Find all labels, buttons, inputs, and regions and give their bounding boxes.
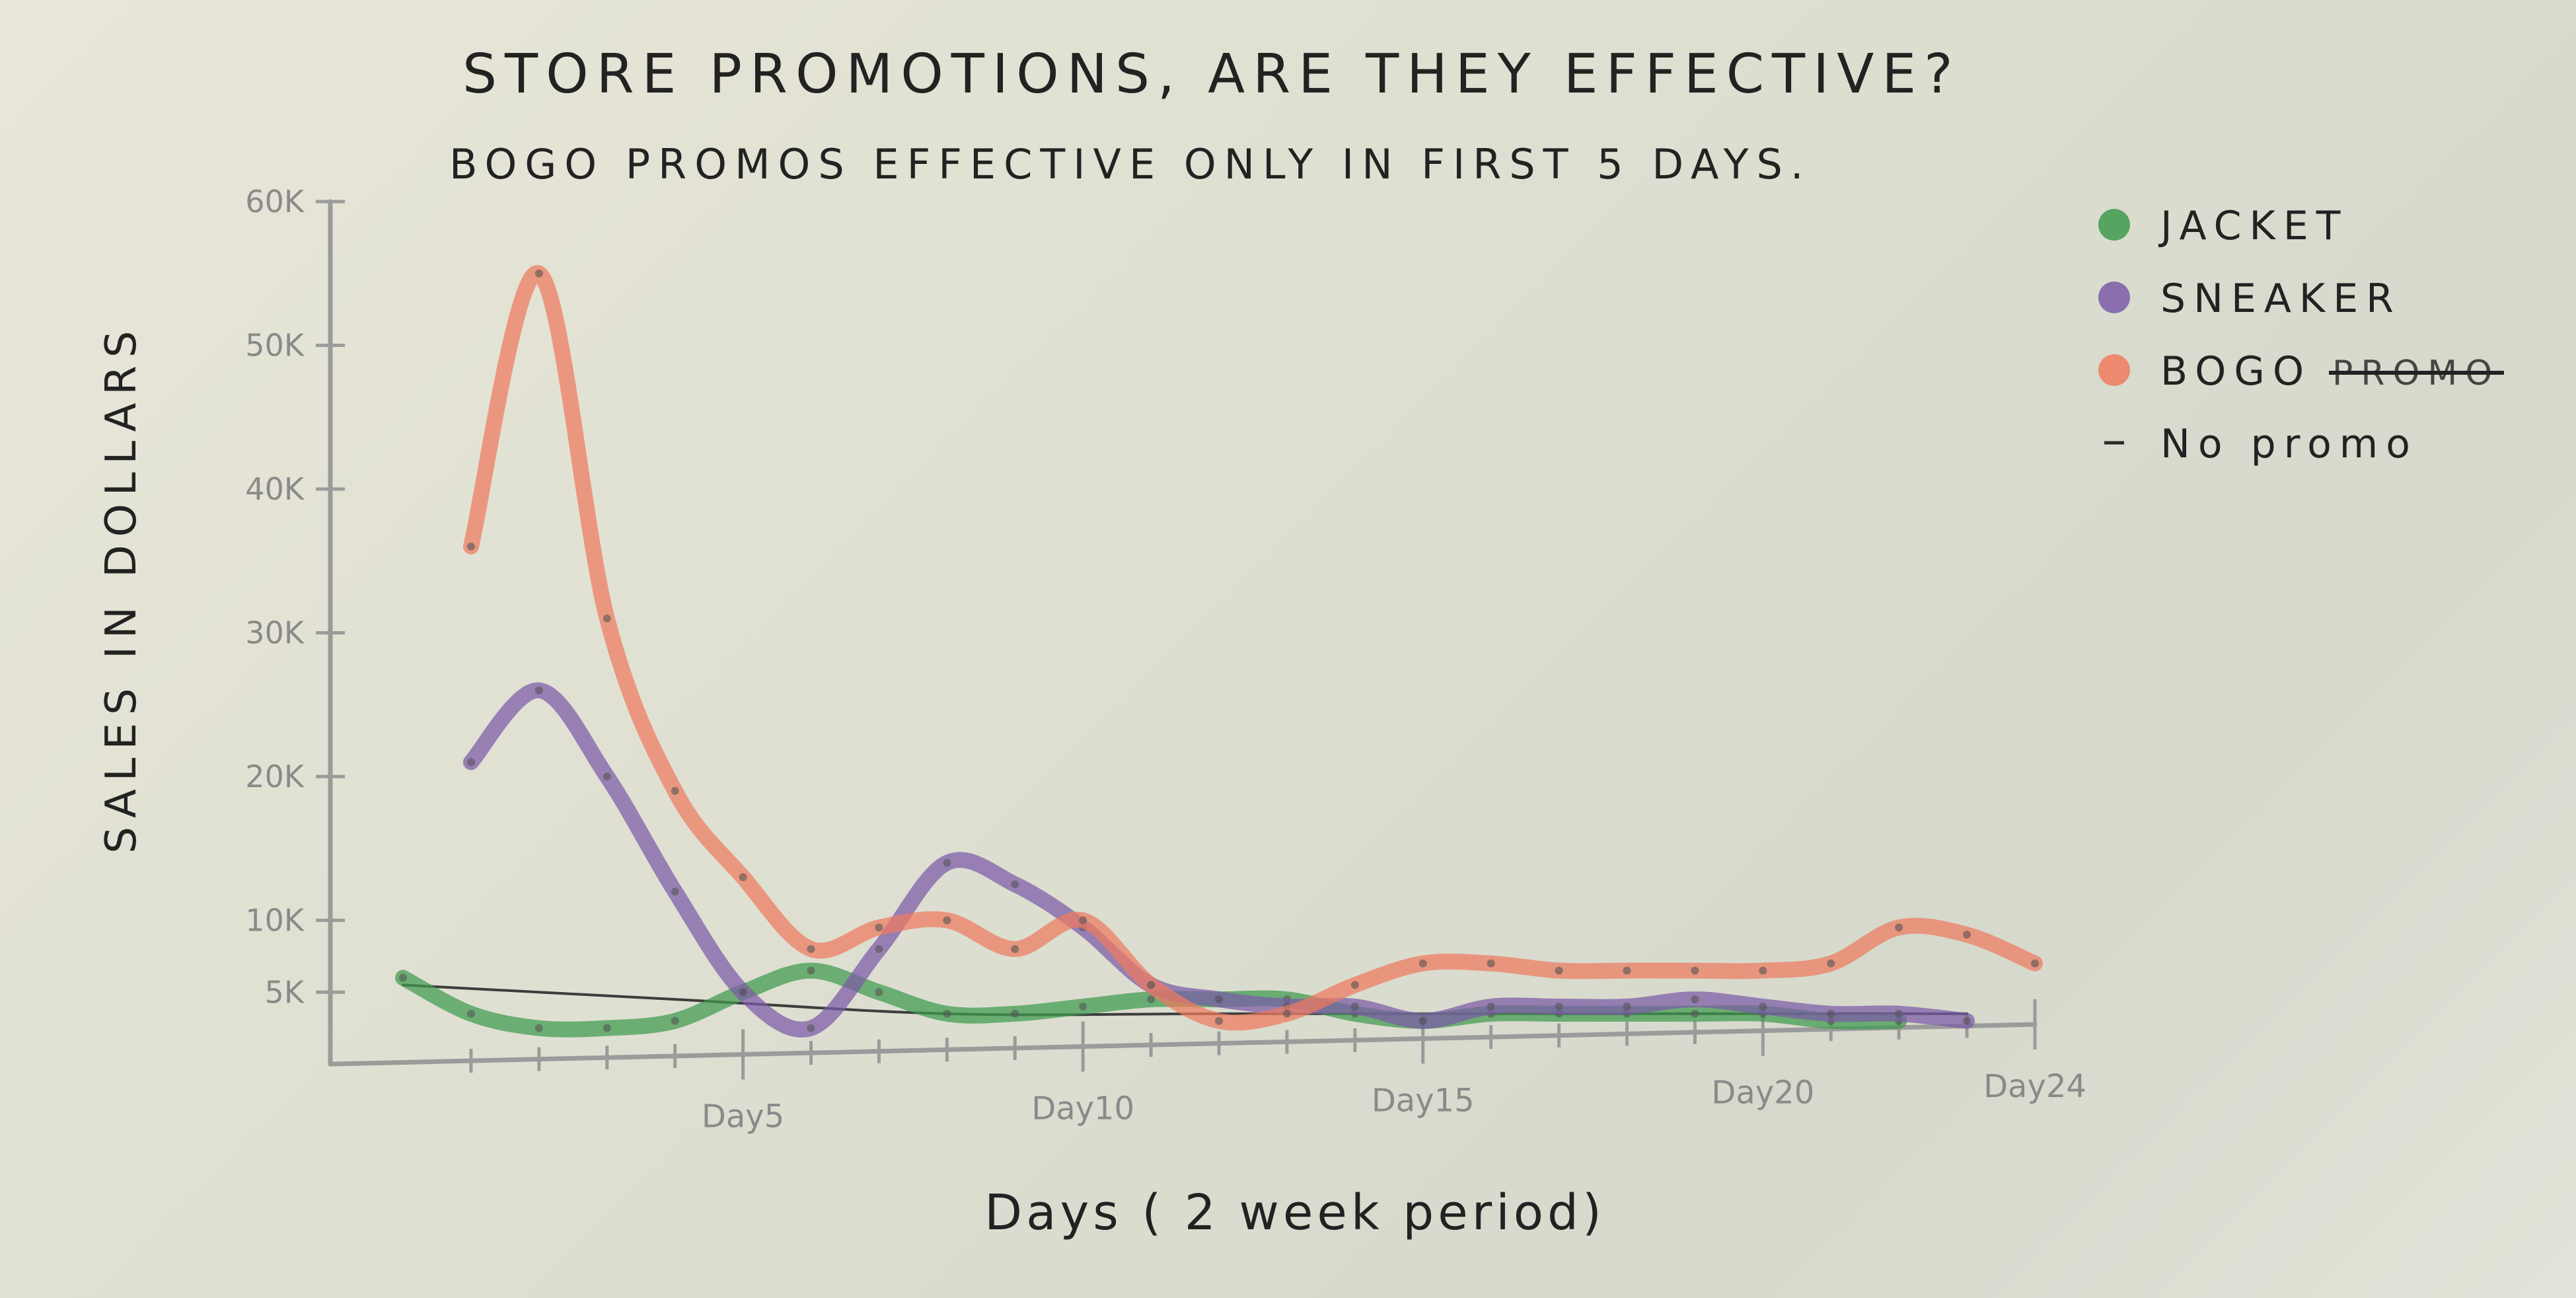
data-point-sneaker-2 <box>603 773 611 781</box>
data-point-jacket-6 <box>807 966 815 975</box>
data-point-bogo-16 <box>1555 966 1563 975</box>
data-point-bogo-5 <box>807 945 815 953</box>
legend-marker-jacket <box>2098 209 2130 241</box>
x-axis-label: Days ( 2 week period) <box>984 1184 1605 1241</box>
data-point-bogo-23 <box>2031 959 2039 968</box>
x-tick-label-3: Day20 <box>1711 1075 1814 1112</box>
data-point-bogo-11 <box>1215 1016 1223 1025</box>
legend-marker-bogo <box>2098 354 2130 386</box>
data-point-bogo-15 <box>1487 959 1495 968</box>
data-point-sneaker-8 <box>1011 880 1019 889</box>
data-point-sneaker-6 <box>875 945 883 953</box>
data-point-sneaker-3 <box>671 888 679 896</box>
y-axis-label: SALES IN DOLLARS <box>97 323 146 853</box>
data-point-bogo-0 <box>466 543 475 551</box>
data-point-jacket-4 <box>671 1016 679 1025</box>
data-point-bogo-22 <box>1963 931 1971 939</box>
data-point-bogo-14 <box>1418 959 1427 968</box>
data-point-jacket-0 <box>399 974 407 982</box>
y-tick-label-6: 60K <box>245 184 305 219</box>
x-tick-label-4: Day24 <box>1983 1068 2086 1105</box>
x-tick-label-2: Day15 <box>1372 1083 1475 1120</box>
data-point-sneaker-13 <box>1350 1003 1359 1011</box>
data-point-sneaker-14 <box>1418 1016 1427 1025</box>
y-tick-label-1: 10K <box>245 903 305 938</box>
y-tick-label-0: 5K <box>265 974 305 1010</box>
data-point-bogo-17 <box>1623 966 1631 975</box>
data-point-bogo-1 <box>534 269 543 278</box>
data-point-bogo-12 <box>1282 1009 1291 1018</box>
legend-marker-sneaker <box>2098 282 2130 313</box>
data-point-sneaker-20 <box>1827 1009 1835 1018</box>
y-tick-label-2: 20K <box>245 759 305 794</box>
legend-label-bogo: BOGO <box>2160 348 2312 395</box>
data-point-bogo-8 <box>1011 945 1019 953</box>
data-point-bogo-21 <box>1895 923 1903 932</box>
data-point-sneaker-1 <box>534 686 543 695</box>
x-tick-label-0: Day5 <box>702 1098 784 1135</box>
data-point-bogo-6 <box>875 923 883 932</box>
data-point-jacket-2 <box>534 1024 543 1032</box>
data-point-bogo-10 <box>1147 981 1156 989</box>
legend-label-jacket: JACKET <box>2158 203 2348 249</box>
data-point-sneaker-19 <box>1759 1003 1767 1011</box>
data-point-jacket-19 <box>1691 1009 1699 1018</box>
data-point-bogo-2 <box>603 614 611 623</box>
chart-subtitle: BOGO PROMOS EFFECTIVE ONLY IN FIRST 5 DA… <box>449 140 1812 188</box>
data-point-sneaker-15 <box>1487 1003 1495 1011</box>
legend-label-no-promo: No promo <box>2160 421 2418 467</box>
data-point-sneaker-18 <box>1691 995 1699 1004</box>
data-point-jacket-7 <box>875 988 883 997</box>
data-point-bogo-4 <box>739 873 747 882</box>
data-point-bogo-13 <box>1350 981 1359 989</box>
data-point-bogo-9 <box>1079 916 1087 925</box>
data-point-sneaker-0 <box>466 758 475 767</box>
y-tick-label-5: 50K <box>245 328 305 363</box>
data-point-bogo-19 <box>1759 966 1767 975</box>
chart-title: STORE PROMOTIONS, ARE THEY EFFECTIVE? <box>462 43 1961 106</box>
data-point-sneaker-5 <box>807 1024 815 1032</box>
x-axis-line <box>328 1022 2038 1067</box>
data-point-sneaker-16 <box>1555 1003 1563 1011</box>
legend-label-sneaker: SNEAKER <box>2160 276 2402 322</box>
data-point-jacket-11 <box>1147 995 1156 1004</box>
data-point-sneaker-22 <box>1963 1016 1971 1025</box>
plot-area: 5K 10K 20K 30K 40K 50K 60K Day5 Day10 Day15 Day20 D… <box>245 184 2086 1135</box>
data-point-bogo-7 <box>943 916 951 925</box>
data-point-sneaker-21 <box>1895 1009 1903 1018</box>
data-point-jacket-10 <box>1079 1003 1087 1011</box>
data-point-bogo-20 <box>1827 959 1835 968</box>
data-point-sneaker-11 <box>1215 995 1223 1004</box>
data-point-jacket-1 <box>466 1009 475 1018</box>
series-line-bogo <box>462 265 2043 1031</box>
data-point-sneaker-4 <box>739 988 747 997</box>
data-point-jacket-3 <box>603 1024 611 1032</box>
y-tick-label-4: 40K <box>245 471 305 507</box>
data-point-sneaker-17 <box>1623 1003 1631 1011</box>
data-point-jacket-8 <box>943 1009 951 1018</box>
x-tick-label-1: Day10 <box>1031 1090 1134 1127</box>
data-point-bogo-3 <box>671 786 679 795</box>
data-point-bogo-18 <box>1691 966 1699 975</box>
y-tick-label-3: 30K <box>245 615 305 651</box>
data-point-jacket-9 <box>1011 1009 1019 1018</box>
data-point-sneaker-7 <box>943 859 951 867</box>
